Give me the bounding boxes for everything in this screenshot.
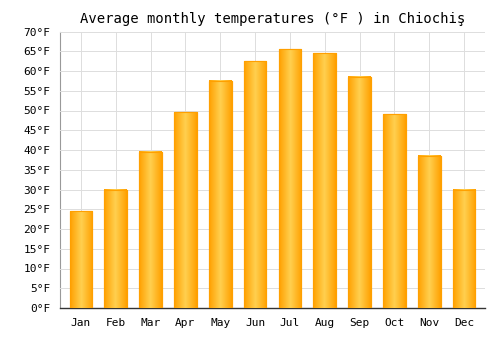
Bar xyxy=(418,156,440,308)
Bar xyxy=(383,114,406,308)
Bar xyxy=(418,156,440,308)
Bar xyxy=(244,61,266,308)
Bar xyxy=(278,49,301,308)
Bar xyxy=(174,112,197,308)
Bar xyxy=(140,152,162,308)
Bar xyxy=(209,81,232,308)
Bar xyxy=(70,211,92,308)
Bar xyxy=(140,152,162,308)
Bar xyxy=(314,53,336,308)
Bar xyxy=(383,114,406,308)
Bar xyxy=(209,81,232,308)
Bar xyxy=(453,189,475,308)
Bar xyxy=(244,61,266,308)
Bar xyxy=(174,112,197,308)
Bar xyxy=(104,189,127,308)
Title: Average monthly temperatures (°F ) in Chiochiş: Average monthly temperatures (°F ) in Ch… xyxy=(80,12,465,26)
Bar xyxy=(314,53,336,308)
Bar xyxy=(278,49,301,308)
Bar xyxy=(104,189,127,308)
Bar xyxy=(453,189,475,308)
Bar xyxy=(70,211,92,308)
Bar xyxy=(348,77,371,308)
Bar xyxy=(348,77,371,308)
